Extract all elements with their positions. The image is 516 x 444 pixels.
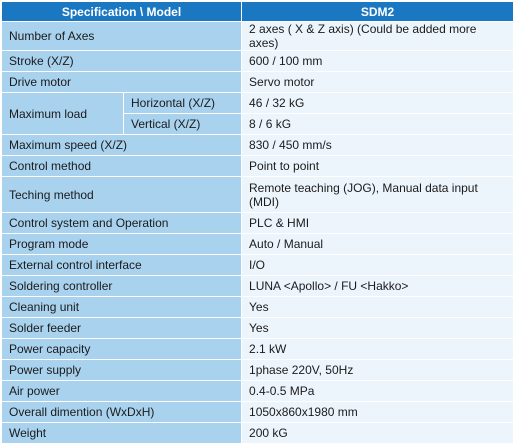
row-label: Solder feeder: [2, 318, 243, 339]
row-value: 1050x860x1980 mm: [242, 402, 515, 423]
row-value: 2 axes ( X & Z axis) (Could be added mor…: [242, 22, 515, 51]
row-label: External control interface: [2, 255, 243, 276]
row-label-maximum-load: Maximum load: [2, 93, 124, 135]
table-row: Solder feeder Yes: [2, 318, 515, 339]
table-row: Vertical (X/Z) 8 / 6 kG: [2, 114, 515, 135]
table-row: Maximum load Horizontal (X/Z) 46 / 32 kG: [2, 93, 515, 135]
row-sublabel: Vertical (X/Z): [124, 114, 243, 135]
row-value: 1phase 220V, 50Hz: [242, 360, 515, 381]
row-label: Control system and Operation: [2, 213, 243, 234]
table-row: Control method Point to point: [2, 156, 515, 177]
table-row: Control system and Operation PLC & HMI: [2, 213, 515, 234]
row-label: Stroke (X/Z): [2, 51, 243, 72]
table-row: Program mode Auto / Manual: [2, 234, 515, 255]
row-label: Power supply: [2, 360, 243, 381]
row-value: Auto / Manual: [242, 234, 515, 255]
table-row: Stroke (X/Z) 600 / 100 mm: [2, 51, 515, 72]
header-spec-model: Specification \ Model: [2, 2, 243, 22]
table-row: Teching method Remote teaching (JOG), Ma…: [2, 177, 515, 213]
row-label: Soldering controller: [2, 276, 243, 297]
row-value: Yes: [242, 297, 515, 318]
row-value: Servo motor: [242, 72, 515, 93]
row-label: Overall dimention (WxDxH): [2, 402, 243, 423]
row-label: Air power: [2, 381, 243, 402]
table-header-row: Specification \ Model SDM2: [2, 2, 515, 22]
row-value: PLC & HMI: [242, 213, 515, 234]
header-model-name: SDM2: [242, 2, 515, 22]
row-value: LUNA <Apollo> / FU <Hakko>: [242, 276, 515, 297]
table-row: Cleaning unit Yes: [2, 297, 515, 318]
row-value: 0.4-0.5 MPa: [242, 381, 515, 402]
row-label: Drive motor: [2, 72, 243, 93]
row-label: Teching method: [2, 177, 243, 213]
table-row: Drive motor Servo motor: [2, 72, 515, 93]
row-label: Program mode: [2, 234, 243, 255]
row-sublabel: Horizontal (X/Z): [124, 93, 243, 114]
row-value: Point to point: [242, 156, 515, 177]
row-label: Maximum speed (X/Z): [2, 135, 243, 156]
row-value: 200 kG: [242, 423, 515, 444]
table-row: Power capacity 2.1 kW: [2, 339, 515, 360]
table-row: Number of Axes 2 axes ( X & Z axis) (Cou…: [2, 22, 515, 51]
table-row: Maximum speed (X/Z) 830 / 450 mm/s: [2, 135, 515, 156]
row-value: I/O: [242, 255, 515, 276]
table-row: External control interface I/O: [2, 255, 515, 276]
row-value: 830 / 450 mm/s: [242, 135, 515, 156]
row-label: Control method: [2, 156, 243, 177]
row-value: 46 / 32 kG: [242, 93, 515, 114]
table-row: Power supply 1phase 220V, 50Hz: [2, 360, 515, 381]
row-value: 600 / 100 mm: [242, 51, 515, 72]
table-row: Overall dimention (WxDxH) 1050x860x1980 …: [2, 402, 515, 423]
row-value: Remote teaching (JOG), Manual data input…: [242, 177, 515, 213]
table-row: Soldering controller LUNA <Apollo> / FU …: [2, 276, 515, 297]
row-label: Power capacity: [2, 339, 243, 360]
row-label: Weight: [2, 423, 243, 444]
table-row: Air power 0.4-0.5 MPa: [2, 381, 515, 402]
row-label: Cleaning unit: [2, 297, 243, 318]
row-value: Yes: [242, 318, 515, 339]
row-label: Number of Axes: [2, 22, 243, 51]
row-value: 2.1 kW: [242, 339, 515, 360]
table-row: Weight 200 kG: [2, 423, 515, 444]
row-value: 8 / 6 kG: [242, 114, 515, 135]
